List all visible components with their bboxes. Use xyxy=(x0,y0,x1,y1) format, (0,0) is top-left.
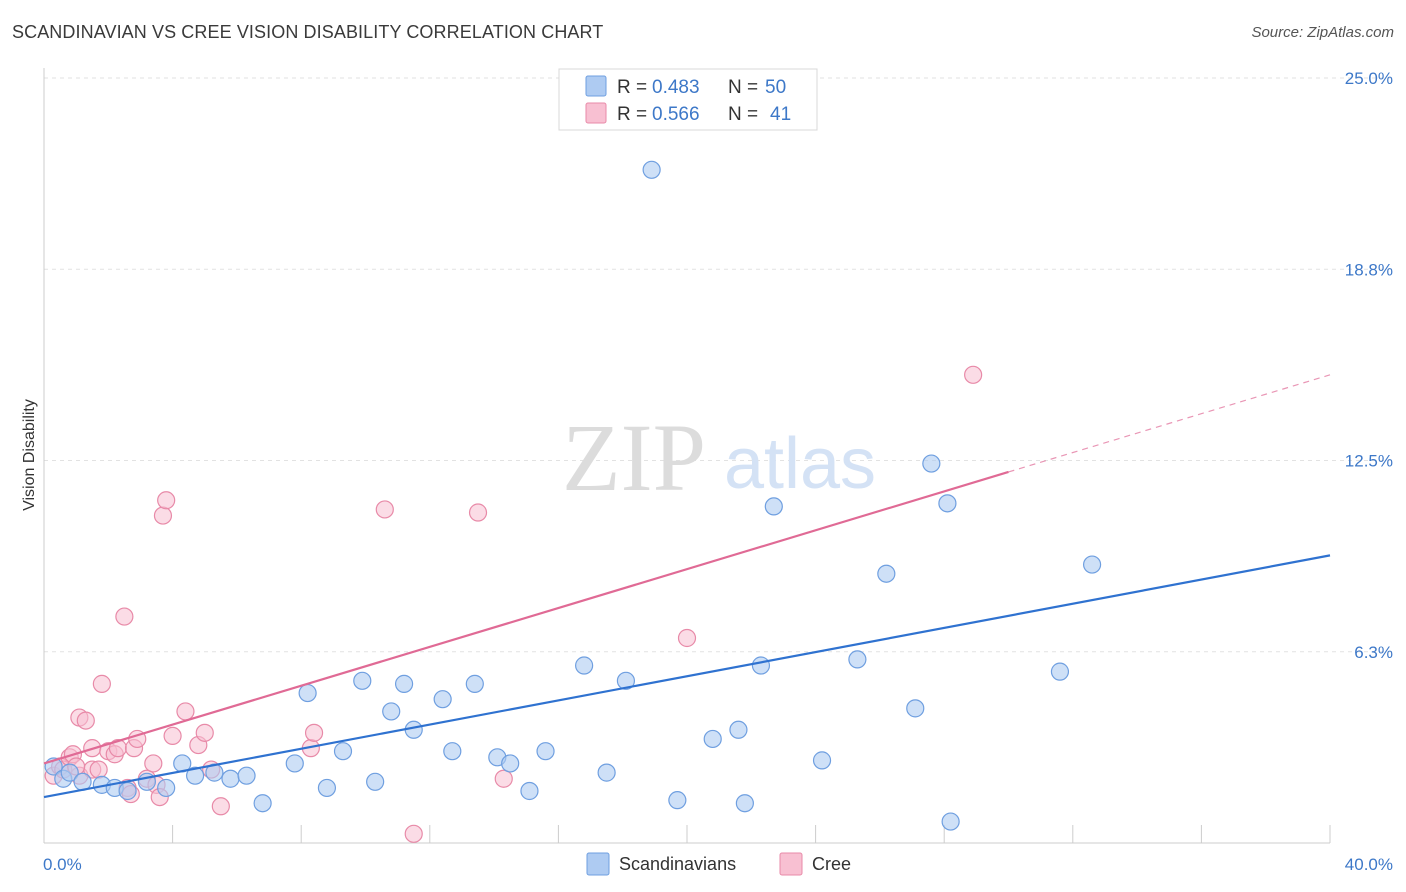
cree-point xyxy=(494,769,513,788)
scandinavians-point xyxy=(253,794,272,813)
cree-point xyxy=(404,824,423,843)
scandinavians-point xyxy=(443,742,462,761)
scandinavians-point xyxy=(1050,662,1070,681)
cree-point xyxy=(157,491,176,510)
watermark-atlas: atlas xyxy=(724,424,876,504)
scandinavians-point xyxy=(394,674,414,693)
y-tick-labels: 6.3% 12.5% 18.8% 25.0% xyxy=(1345,69,1393,662)
legend-swatch-cree xyxy=(585,102,607,124)
cree-trend-line-extension xyxy=(1008,374,1331,473)
scandinavians-point xyxy=(520,781,539,801)
chart-title: SCANDINAVIAN VS CREE VISION DISABILITY C… xyxy=(12,22,604,42)
scandinavians-point xyxy=(812,751,832,770)
scandinavians-point xyxy=(60,763,79,782)
scandinavians-point xyxy=(157,778,176,798)
scandinavians-point xyxy=(333,742,353,761)
bottom-legend: Scandinavians Cree xyxy=(586,852,851,876)
scandinavians-point xyxy=(575,656,594,675)
scandinavians-point xyxy=(501,754,520,773)
cree-point xyxy=(176,702,195,721)
scandinavians-point xyxy=(1082,555,1102,574)
source-credit: Source: ZipAtlas.com xyxy=(1251,24,1394,41)
legend-swatch-scandinavians xyxy=(585,75,607,97)
cree-point xyxy=(468,503,488,522)
cree-point xyxy=(89,760,108,779)
scandinavians-point xyxy=(382,702,401,721)
legend-n-value-scandinavians: 50 xyxy=(765,77,786,98)
watermark: ZIP atlas xyxy=(562,404,876,511)
scandinavians-point xyxy=(938,494,957,513)
scandinavians-point xyxy=(317,778,337,798)
scandinavians-points xyxy=(44,160,1102,831)
bottom-legend-swatch-cree xyxy=(779,852,803,876)
y-tick-label-0: 6.3% xyxy=(1354,643,1393,662)
legend-r-value-scandinavians: 0.483 xyxy=(652,77,700,98)
scandinavians-point xyxy=(703,729,722,749)
cree-point xyxy=(195,723,214,742)
bottom-legend-swatch-scandinavians xyxy=(586,852,610,876)
scandinavians-point xyxy=(237,766,256,785)
scandinavians-point xyxy=(597,763,616,782)
scandinavians-point xyxy=(764,497,783,516)
legend-r-label-scandinavians: R = xyxy=(617,77,647,98)
y-axis-title: Vision Disability xyxy=(21,399,38,511)
scandinavians-point xyxy=(922,454,941,473)
scandinavians-point xyxy=(729,720,748,739)
watermark-zip: ZIP xyxy=(562,404,706,511)
scandinavians-point xyxy=(221,769,240,788)
scandinavians-trend-line xyxy=(43,554,1331,799)
legend-n-label-scandinavians: N = xyxy=(728,77,758,98)
cree-point xyxy=(375,500,394,519)
bottom-legend-label-scandinavians: Scandinavians xyxy=(619,854,736,874)
legend-r-value-cree: 0.566 xyxy=(652,104,700,125)
scandinavians-point xyxy=(848,650,867,669)
legend-n-value-cree: 41 xyxy=(770,104,791,125)
cree-point xyxy=(964,365,983,384)
scandinavians-point xyxy=(877,564,896,583)
y-tick-label-2: 18.8% xyxy=(1345,260,1393,279)
scandinavians-point xyxy=(285,754,304,773)
cree-point xyxy=(76,711,95,730)
bottom-legend-label-cree: Cree xyxy=(812,854,851,874)
scandinavians-point xyxy=(616,671,636,690)
grid-layer xyxy=(44,77,1392,653)
scandinavians-point xyxy=(642,160,661,179)
y-tick-label-3: 25.0% xyxy=(1345,69,1393,88)
cree-point xyxy=(304,723,324,742)
scandinavians-point xyxy=(906,699,925,718)
legend-r-label-cree: R = xyxy=(617,104,647,125)
scandinavians-point xyxy=(735,794,754,813)
axes xyxy=(43,68,1331,844)
scandinavians-point xyxy=(353,671,372,690)
x-tick-label-max: 40.0% xyxy=(1345,855,1393,874)
cree-point xyxy=(92,674,111,693)
scandinavians-point xyxy=(298,683,317,703)
cree-point xyxy=(677,628,697,648)
scandinavians-point xyxy=(186,766,205,785)
scandinavians-point xyxy=(465,674,484,693)
scandinavians-point xyxy=(751,656,771,675)
scandinavians-point xyxy=(118,781,137,801)
scandinavians-point xyxy=(433,690,452,709)
cree-trend-line xyxy=(43,470,1009,765)
y-tick-label-1: 12.5% xyxy=(1345,452,1393,471)
top-legend: R = 0.483 N = 50 R = 0.566 N = 41 xyxy=(558,68,818,131)
scandinavians-point xyxy=(668,791,687,810)
x-tick-label-min: 0.0% xyxy=(43,855,82,874)
cree-point xyxy=(163,726,182,746)
legend-n-label-cree: N = xyxy=(728,104,758,125)
trend-lines xyxy=(43,374,1331,799)
cree-point xyxy=(115,607,134,626)
cree-point xyxy=(211,797,230,816)
cree-point xyxy=(144,754,163,773)
scandinavians-point xyxy=(941,812,960,831)
scandinavians-point xyxy=(536,742,555,761)
scandinavians-point xyxy=(366,772,385,791)
cree-point xyxy=(153,506,173,525)
